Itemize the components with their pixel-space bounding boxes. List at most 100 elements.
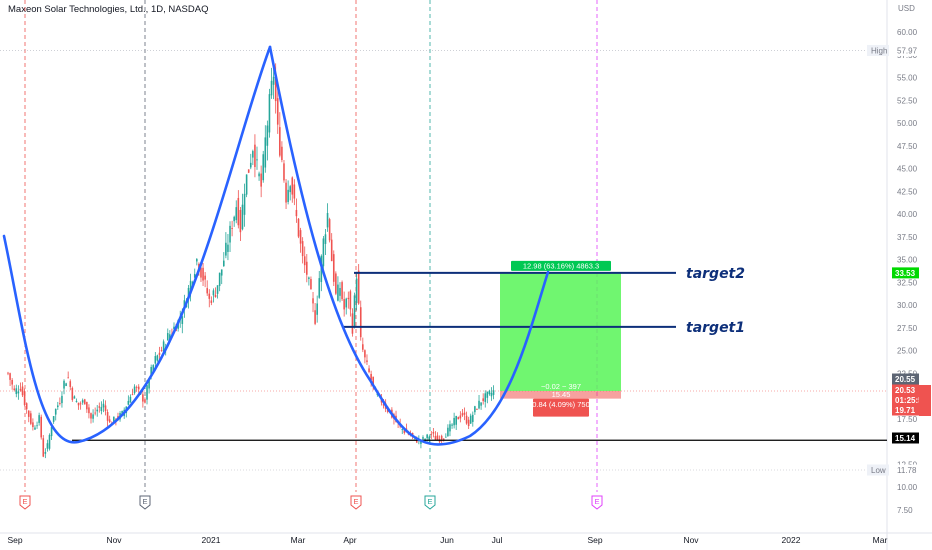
candle-body — [341, 282, 343, 300]
x-tick-label: Nov — [106, 535, 122, 545]
candle-body — [148, 380, 150, 389]
candle-body — [181, 316, 184, 324]
candle-body — [463, 412, 466, 415]
price-tag-edge — [919, 385, 931, 416]
price-tag-bg — [892, 404, 919, 416]
candle-body — [245, 174, 248, 195]
candle-body — [156, 355, 159, 361]
candle-body — [15, 388, 18, 395]
profit-label-bg — [511, 260, 611, 271]
candle-body — [19, 388, 22, 391]
target1-label: target1 — [686, 320, 745, 336]
candle-body — [235, 207, 238, 221]
earnings-marker — [350, 495, 362, 510]
candle-body — [63, 380, 65, 389]
candle-body — [490, 392, 493, 397]
candle-body — [162, 341, 165, 352]
candles — [7, 63, 495, 459]
y-tick-label: 25.00 — [897, 347, 918, 356]
candle-body — [447, 427, 449, 436]
candle-body — [40, 416, 42, 438]
candle-body — [337, 284, 339, 301]
y-tick-label: 7.50 — [897, 506, 913, 515]
candle-body — [189, 280, 192, 295]
candle-body — [301, 241, 304, 257]
candle-body — [401, 429, 404, 431]
price-tag: 33.53 — [895, 269, 916, 278]
candle-body — [216, 285, 219, 294]
candle-body — [272, 76, 275, 85]
candle-body — [135, 386, 138, 388]
candle-body — [173, 326, 175, 330]
earnings-marker — [19, 495, 31, 510]
candle-body — [476, 408, 478, 410]
usd-bg — [893, 3, 919, 14]
candle-body — [436, 435, 439, 440]
candle-body — [150, 366, 152, 377]
candle-body — [131, 394, 134, 396]
candle-body — [11, 380, 13, 385]
candle-body — [322, 238, 325, 267]
candle-body — [270, 80, 273, 96]
candle-body — [343, 299, 345, 310]
candle-body — [71, 387, 74, 400]
candle-body — [281, 146, 283, 161]
x-tick-label: 2022 — [782, 535, 801, 545]
y-tick-label: 27.50 — [897, 324, 918, 333]
candle-body — [434, 435, 437, 440]
y-tick-label: 10.00 — [897, 483, 918, 492]
candle-body — [229, 225, 231, 243]
candle-body — [249, 162, 252, 168]
y-tick-label: 50.00 — [897, 119, 918, 128]
candle-body — [308, 277, 310, 279]
candle-body — [347, 297, 350, 300]
candle-body — [212, 290, 215, 296]
candle-body — [92, 414, 94, 419]
earnings-marker-label: E — [427, 497, 432, 506]
candle-body — [34, 427, 36, 430]
y-tick-label: 35.00 — [897, 256, 918, 265]
candle-body — [457, 417, 460, 420]
candle-body — [328, 219, 331, 241]
earnings-marker — [424, 495, 436, 510]
candle-body — [252, 151, 254, 158]
candle-body — [106, 412, 109, 421]
candle-body — [30, 413, 32, 424]
candle-body — [225, 242, 227, 256]
x-tick-label: Apr — [343, 535, 356, 545]
candle-body — [488, 390, 491, 395]
candle-body — [100, 407, 103, 412]
candle-body — [25, 403, 28, 410]
candle-body — [81, 400, 84, 403]
candle-body — [21, 386, 24, 396]
high-value-bg — [889, 44, 919, 56]
candle-body — [332, 254, 335, 282]
candle-body — [478, 400, 480, 409]
candle-body — [86, 401, 88, 410]
candle-body — [237, 197, 240, 226]
candle-body — [349, 291, 352, 310]
candle-body — [83, 399, 86, 405]
x-tick-label: Mar — [291, 535, 306, 545]
earnings-marker-label: E — [594, 497, 599, 506]
chart-title: Maxeon Solar Technologies, Ltd., 1D, NAS… — [8, 4, 209, 15]
candle-body — [7, 372, 9, 374]
candle-body — [472, 414, 474, 422]
candle-body — [355, 278, 358, 303]
candle-body — [474, 406, 476, 413]
candle-body — [318, 278, 321, 298]
candle-body — [77, 402, 80, 406]
candle-body — [268, 94, 271, 133]
candle-body — [415, 439, 418, 443]
x-tick-label: Nov — [683, 535, 699, 545]
candle-body — [42, 438, 45, 457]
price-tag: 15.14 — [895, 434, 916, 443]
candle-body — [200, 267, 202, 278]
price-tag: 20.55 — [895, 375, 916, 384]
y-tick-label: 30.00 — [897, 301, 918, 310]
candle-body — [73, 396, 76, 399]
candle-body — [23, 391, 26, 405]
candle-body — [196, 259, 198, 262]
y-tick-label: 17.50 — [897, 415, 918, 424]
